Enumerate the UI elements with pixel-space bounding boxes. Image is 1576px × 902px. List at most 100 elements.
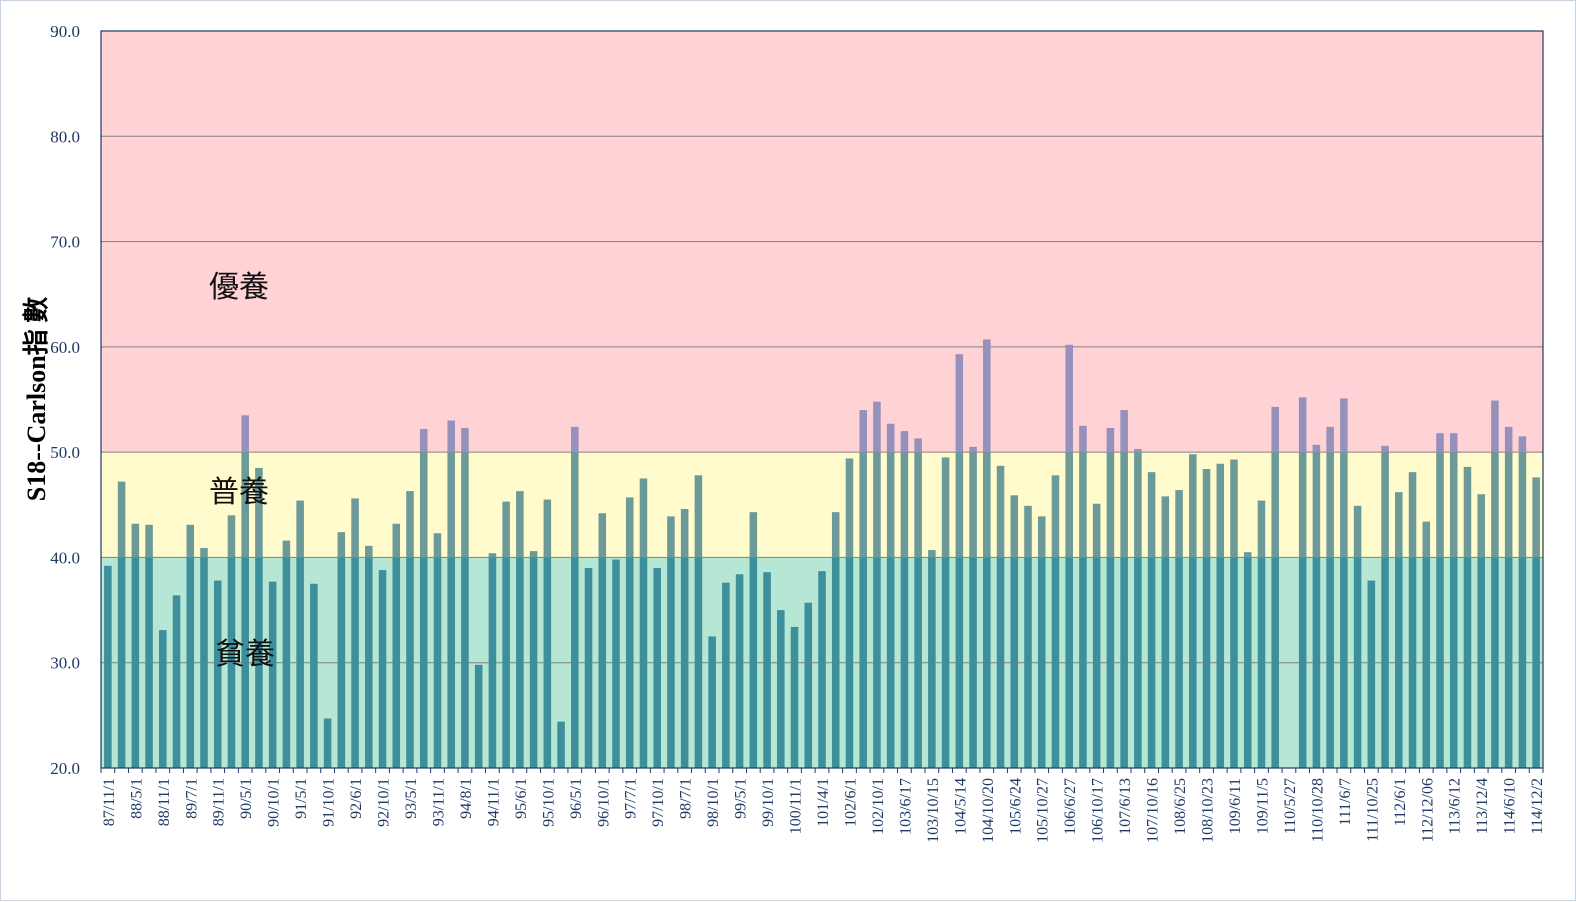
bar-segment-1 (529, 551, 538, 558)
bar-segment-1 (543, 499, 552, 558)
bar-segment-0 (708, 636, 716, 768)
bar-segment-2 (1381, 445, 1389, 453)
x-tick-label-89-11-1: 89/11/1 (211, 778, 228, 826)
bar-segment-1 (1257, 500, 1266, 558)
bar (1161, 496, 1170, 768)
bar (1189, 454, 1197, 768)
x-tick-label-95-10-1: 95/10/1 (540, 778, 557, 827)
x-tick-label-98-10-1: 98/10/1 (705, 778, 722, 827)
bar-segment-1 (1312, 452, 1321, 558)
bar-segment-1 (1175, 490, 1183, 558)
bar (1037, 516, 1046, 768)
x-tick-label-96-5-1: 96/5/1 (568, 778, 585, 819)
bar-segment-0 (1037, 557, 1046, 768)
bar-segment-1 (1532, 477, 1540, 558)
bar (268, 581, 277, 768)
bar (131, 523, 140, 768)
bar-segment-0 (502, 557, 510, 768)
bar-segment-0 (104, 565, 112, 768)
bars (104, 339, 1540, 768)
bar (1463, 466, 1472, 768)
bar (1298, 397, 1307, 768)
bar-segment-2 (1106, 427, 1115, 453)
bar-segment-2 (1449, 433, 1458, 453)
bar (1106, 427, 1115, 768)
bar-segment-1 (296, 500, 304, 558)
x-tick-labels: 87/11/1 88/5/1 88/11/1 89/7/1 89/11/1 90/5/1 9… (101, 778, 1546, 843)
bar-segment-2 (969, 446, 977, 453)
bar-segment-0 (1079, 557, 1087, 768)
y-tick-label-50-0: 50.0 (50, 443, 80, 462)
bar-segment-2 (1134, 448, 1142, 453)
bar (983, 339, 991, 768)
bar-segment-0 (1298, 557, 1307, 768)
bar (1367, 580, 1376, 768)
y-tick-label-70-0: 70.0 (50, 233, 80, 252)
bar-segment-1 (461, 452, 469, 558)
bar-segment-0 (1367, 580, 1376, 768)
x-tick-label-111-6-7: 111/6/7 (1337, 778, 1354, 826)
bar-segment-0 (722, 582, 730, 768)
bar-segment-0 (255, 557, 263, 768)
bar-segment-1 (365, 545, 373, 558)
bar (1395, 492, 1403, 768)
bar (914, 438, 922, 768)
bar-segment-1 (1037, 516, 1046, 558)
bar (406, 491, 414, 768)
bar (351, 498, 359, 768)
x-tick-label-88-5-1: 88/5/1 (128, 778, 145, 819)
bar (1504, 426, 1513, 768)
bar-segment-2 (1326, 426, 1334, 453)
bar (859, 410, 867, 768)
bar-segment-0 (914, 557, 922, 768)
bar (955, 354, 964, 768)
x-tick-label-109-6-11: 109/6/11 (1227, 778, 1244, 834)
bar-segment-1 (749, 512, 758, 558)
bar-segment-2 (1436, 433, 1444, 453)
bar (639, 478, 648, 768)
y-tick-label-90-0: 90.0 (50, 22, 80, 41)
bar-segment-0 (763, 572, 771, 768)
bar-segment-0 (433, 557, 442, 768)
bar (612, 559, 620, 768)
bar (1257, 500, 1266, 768)
bar-segment-1 (131, 523, 140, 558)
bar (159, 630, 167, 768)
bar-segment-0 (845, 557, 854, 768)
bar-segment-0 (1010, 557, 1019, 768)
x-tick-label-96-10-1: 96/10/1 (595, 778, 612, 827)
bar-segment-0 (1257, 557, 1266, 768)
bar (790, 626, 799, 768)
x-tick-label-100-11-1: 100/11/1 (788, 778, 805, 834)
bar-segment-0 (1189, 557, 1197, 768)
bar-segment-0 (241, 557, 249, 768)
bar-segment-1 (1106, 452, 1115, 558)
bar-segment-1 (694, 475, 703, 558)
y-tick-label-20-0: 20.0 (50, 759, 80, 778)
bar (1024, 505, 1032, 768)
bar (886, 423, 895, 768)
bar-segment-1 (1491, 452, 1499, 558)
x-tick-label-91-5-1: 91/5/1 (293, 778, 310, 819)
bar (1477, 494, 1485, 768)
y-tick-label-60-0: 60.0 (50, 338, 80, 357)
bar-segment-0 (474, 664, 483, 768)
x-tick-label-89-7-1: 89/7/1 (183, 778, 200, 819)
x-tick-label-114-6-10: 114/6/10 (1502, 778, 1519, 834)
bar (282, 540, 291, 768)
bar-segment-0 (172, 595, 181, 768)
bar (104, 565, 112, 768)
bar-segment-2 (859, 410, 867, 453)
bar-segment-2 (461, 427, 469, 453)
bar-segment-2 (1065, 344, 1073, 453)
bar-segment-0 (1120, 557, 1128, 768)
bar-segment-2 (1298, 397, 1307, 453)
bar (502, 501, 510, 768)
y-tick-label-80-0: 80.0 (50, 127, 80, 146)
x-tick-label-92-10-1: 92/10/1 (376, 778, 393, 827)
bar (1147, 472, 1156, 768)
bar-segment-1 (639, 478, 648, 558)
bar-segment-1 (667, 516, 675, 558)
bar (296, 500, 304, 768)
bar-segment-0 (955, 557, 964, 768)
